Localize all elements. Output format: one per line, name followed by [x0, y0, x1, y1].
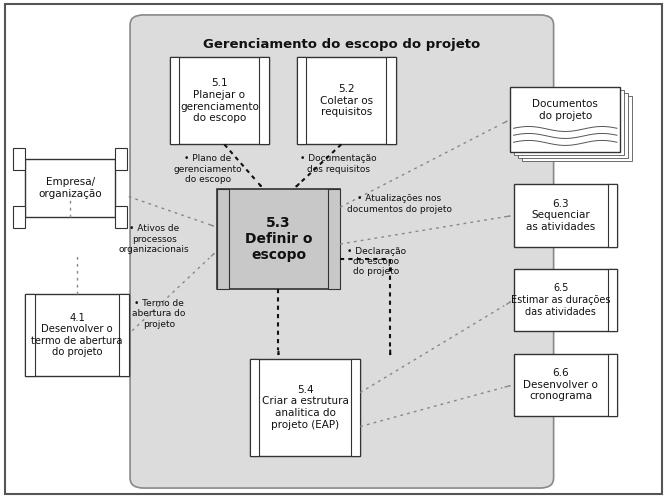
Bar: [259, 57, 269, 144]
Bar: [297, 57, 396, 144]
Bar: [518, 93, 628, 158]
Text: • Declaração
do escopo
do projeto: • Declaração do escopo do projeto: [347, 247, 406, 276]
FancyBboxPatch shape: [130, 15, 554, 488]
Bar: [510, 87, 620, 152]
Text: Gerenciamento do escopo do projeto: Gerenciamento do escopo do projeto: [203, 38, 480, 51]
Bar: [522, 96, 632, 161]
Bar: [514, 184, 617, 247]
Bar: [170, 57, 269, 144]
Text: • Documentação
dos requisitos: • Documentação dos requisitos: [300, 154, 377, 174]
Text: 5.3
Definir o
escopo: 5.3 Definir o escopo: [245, 216, 312, 262]
Text: 5.4
Criar a estrutura
analitica do
projeto (EAP): 5.4 Criar a estrutura analitica do proje…: [261, 385, 349, 429]
Bar: [608, 269, 617, 331]
Bar: [608, 354, 617, 416]
Bar: [119, 294, 129, 376]
Bar: [328, 189, 340, 289]
Text: 6.6
Desenvolver o
cronograma: 6.6 Desenvolver o cronograma: [523, 368, 598, 401]
Text: 6.5
Estimar as durações
das atividades: 6.5 Estimar as durações das atividades: [511, 283, 610, 317]
Bar: [13, 148, 25, 170]
Text: • Atualizações nos
documentos do projeto: • Atualizações nos documentos do projeto: [347, 194, 452, 214]
Text: 5.1
Planejar o
gerenciamento
do escopo: 5.1 Planejar o gerenciamento do escopo: [180, 79, 259, 123]
Bar: [115, 148, 127, 170]
Text: Empresa/
organização: Empresa/ organização: [39, 177, 102, 199]
Bar: [250, 359, 360, 456]
Bar: [351, 359, 360, 456]
Bar: [217, 189, 340, 289]
Text: 5.2
Coletar os
requisitos: 5.2 Coletar os requisitos: [319, 84, 373, 118]
Bar: [250, 359, 259, 456]
Bar: [25, 294, 35, 376]
Text: • Termo de
abertura do
projeto: • Termo de abertura do projeto: [132, 299, 185, 329]
Text: • Plano de
gerenciamento
do escopo: • Plano de gerenciamento do escopo: [173, 154, 242, 184]
Bar: [514, 269, 617, 331]
Bar: [170, 57, 179, 144]
Bar: [25, 294, 129, 376]
Text: 4.1
Desenvolver o
termo de abertura
do projeto: 4.1 Desenvolver o termo de abertura do p…: [31, 313, 123, 357]
Bar: [217, 189, 229, 289]
Bar: [514, 354, 617, 416]
Bar: [514, 90, 624, 155]
Bar: [115, 206, 127, 228]
Text: • Ativos de
processos
organizacionais: • Ativos de processos organizacionais: [119, 224, 189, 254]
Bar: [386, 57, 396, 144]
Bar: [297, 57, 306, 144]
Bar: [13, 206, 25, 228]
Text: Documentos
do projeto: Documentos do projeto: [532, 99, 598, 121]
Bar: [608, 184, 617, 247]
Bar: [25, 159, 115, 217]
Text: 6.3
Sequenciar
as atividades: 6.3 Sequenciar as atividades: [526, 199, 595, 232]
